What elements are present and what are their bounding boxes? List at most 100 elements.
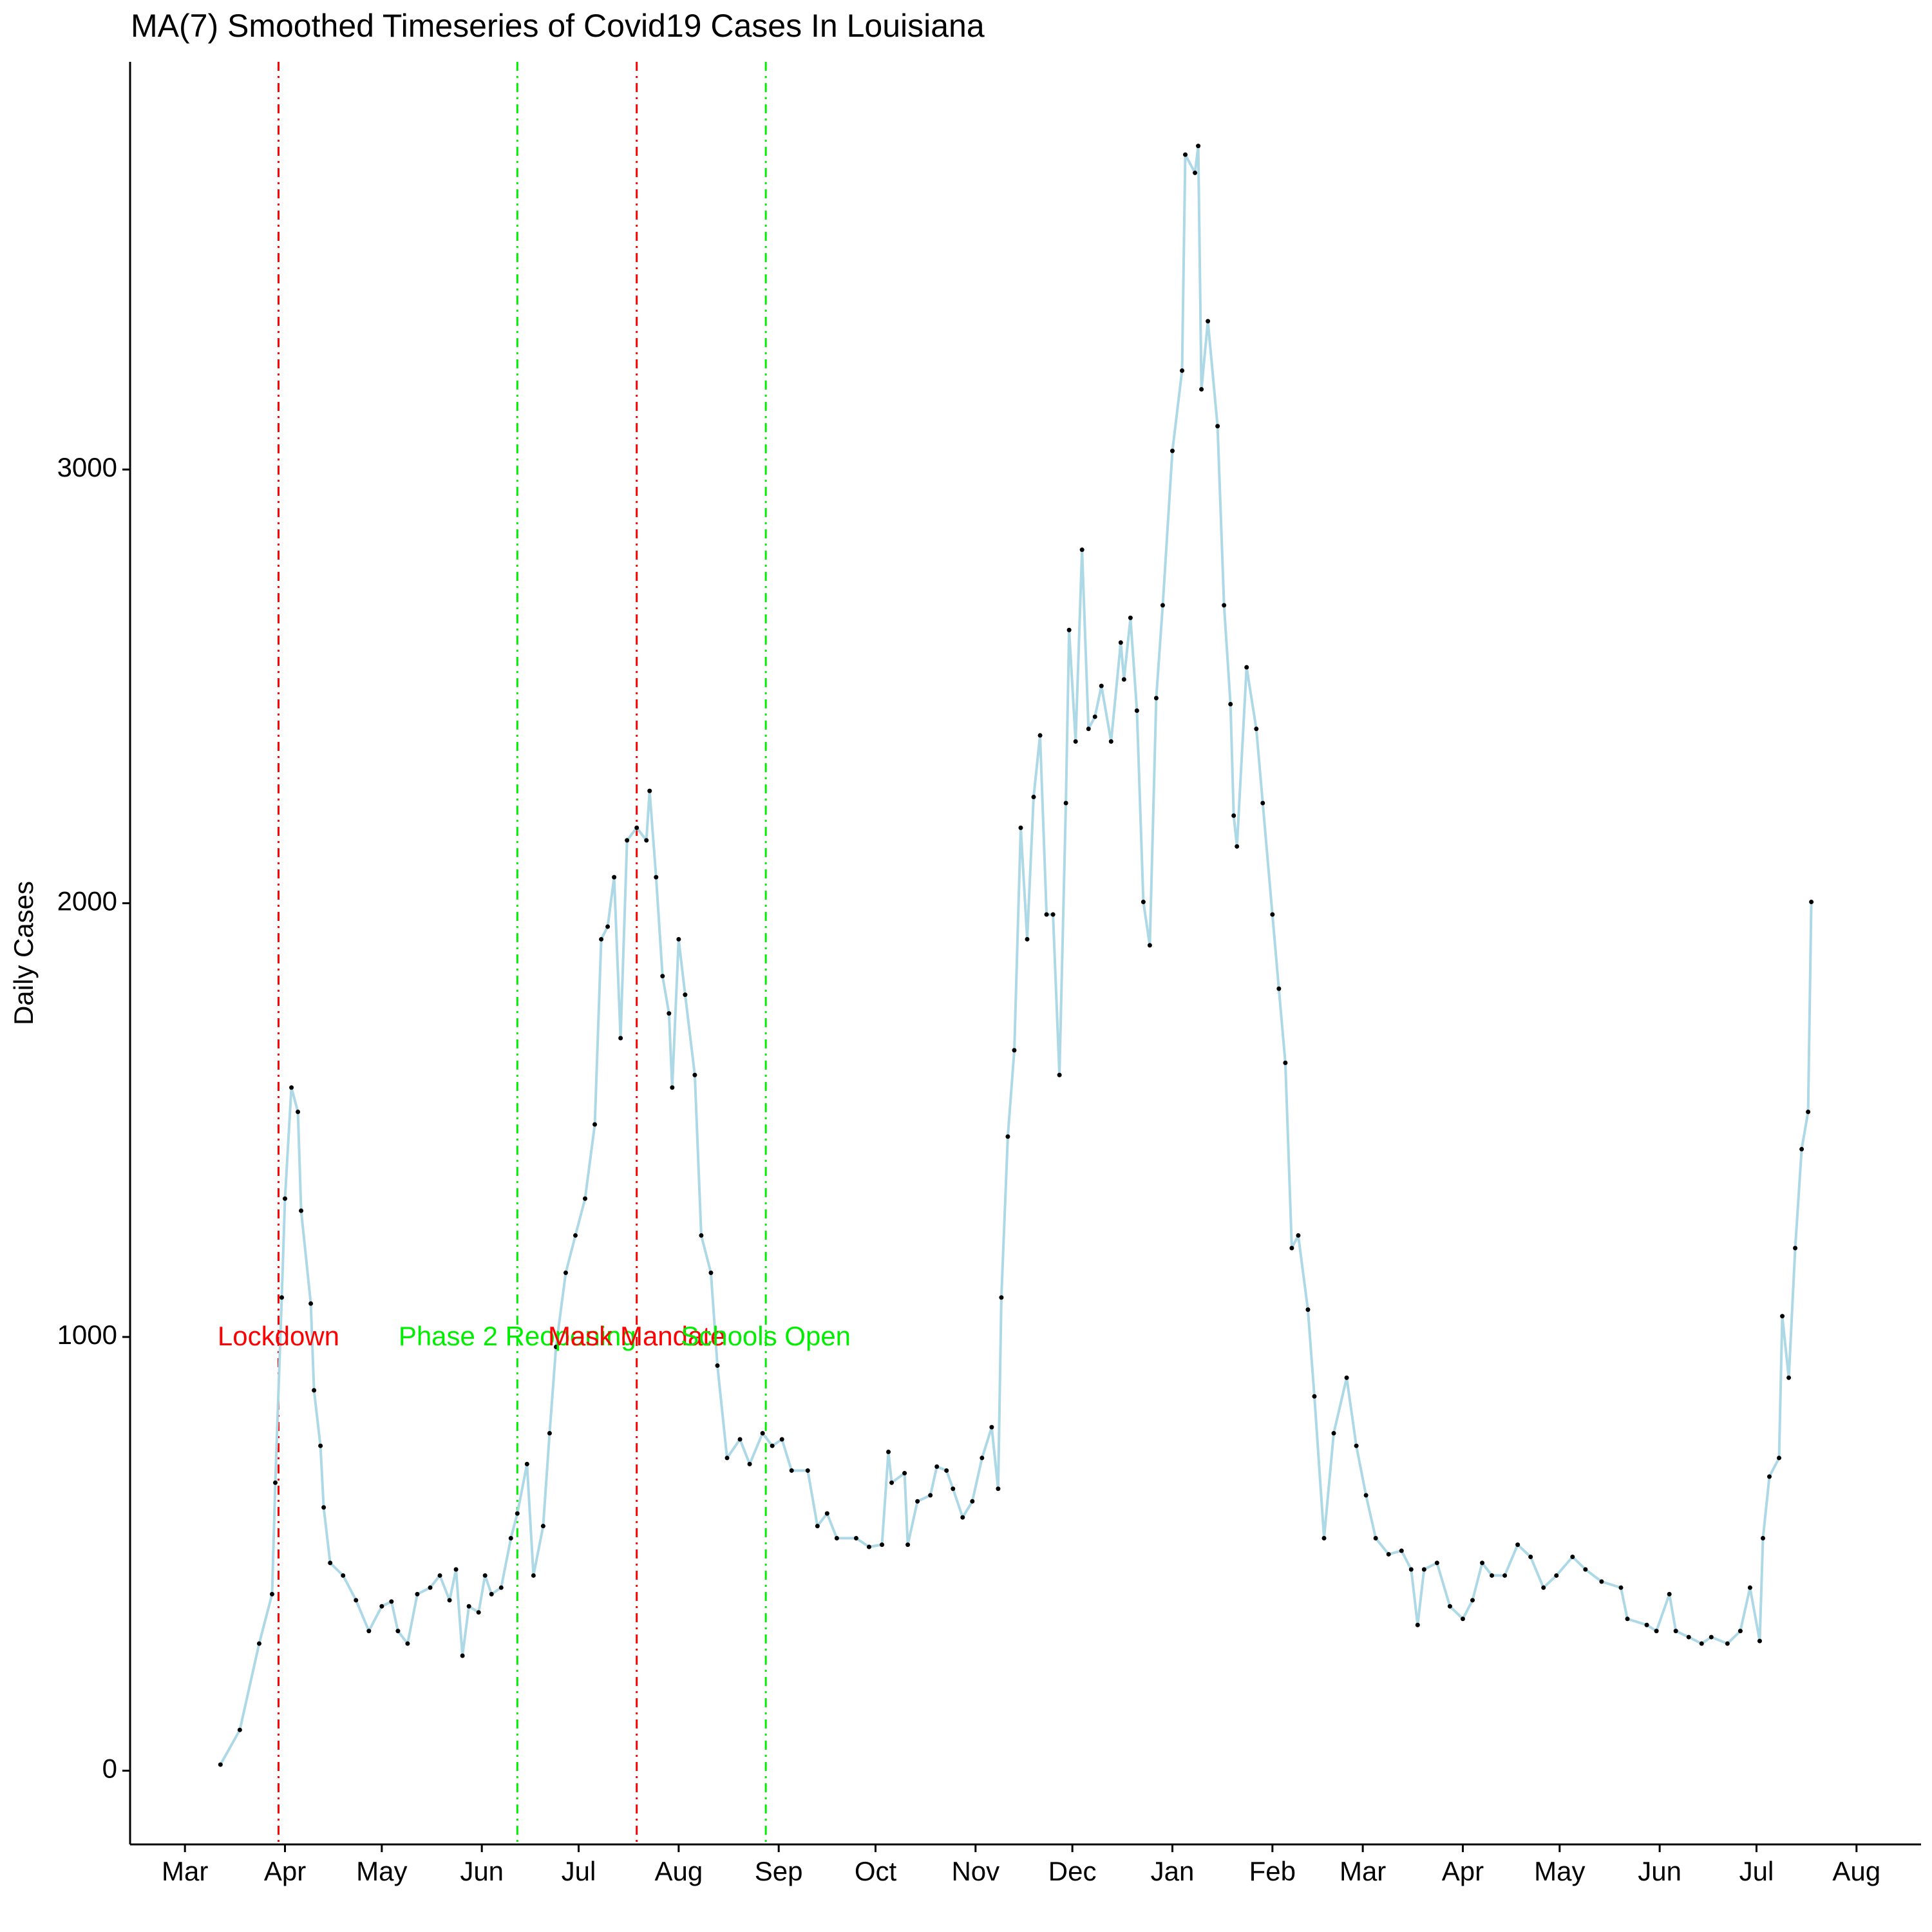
point	[1260, 800, 1265, 806]
point	[1153, 696, 1159, 701]
point	[218, 1762, 223, 1767]
point	[1222, 603, 1227, 608]
x-tick-label: Aug	[1832, 1856, 1880, 1886]
point	[1108, 739, 1113, 744]
point	[1183, 152, 1188, 157]
point	[1673, 1629, 1678, 1634]
point	[453, 1567, 459, 1572]
point	[834, 1536, 839, 1541]
point	[996, 1486, 1001, 1492]
point	[1793, 1245, 1798, 1251]
point	[1283, 1060, 1288, 1065]
point	[1121, 677, 1126, 682]
point	[605, 924, 611, 929]
point	[970, 1499, 975, 1504]
event-label: Phase 2 Reopening	[399, 1321, 636, 1351]
point	[1057, 1072, 1062, 1077]
point	[573, 1233, 578, 1238]
x-tick-label: Apr	[264, 1856, 306, 1886]
point	[1180, 368, 1185, 374]
x-tick-label: May	[1534, 1856, 1585, 1886]
point	[805, 1468, 810, 1473]
point	[1063, 800, 1068, 806]
point	[1570, 1554, 1575, 1559]
x-tick-label: Aug	[654, 1856, 703, 1886]
point	[1128, 615, 1133, 620]
point	[1305, 1307, 1311, 1312]
point	[299, 1208, 304, 1213]
point	[1699, 1641, 1704, 1646]
y-tick-label: 0	[102, 1754, 117, 1784]
point	[437, 1573, 442, 1578]
point	[1399, 1548, 1404, 1553]
x-tick-label: Dec	[1048, 1856, 1097, 1886]
point	[960, 1515, 965, 1520]
point	[1725, 1641, 1730, 1646]
point	[1408, 1567, 1414, 1572]
point	[583, 1196, 588, 1201]
point	[1709, 1634, 1714, 1640]
point	[789, 1468, 794, 1473]
x-tick-label: Jun	[1638, 1856, 1681, 1886]
x-tick-label: Apr	[1442, 1856, 1484, 1886]
point	[1460, 1616, 1465, 1622]
point	[272, 1480, 278, 1485]
point	[1747, 1585, 1752, 1590]
point	[296, 1109, 301, 1114]
x-tick-label: Sep	[755, 1856, 803, 1886]
point	[989, 1425, 994, 1430]
point	[1244, 665, 1249, 670]
point	[1415, 1622, 1420, 1627]
point	[760, 1431, 765, 1436]
point	[660, 974, 665, 979]
point	[1354, 1443, 1359, 1448]
point	[553, 1345, 558, 1350]
point	[1667, 1591, 1672, 1596]
point	[999, 1295, 1004, 1300]
point	[1480, 1560, 1485, 1566]
point	[415, 1591, 420, 1596]
point	[466, 1604, 471, 1609]
point	[1421, 1567, 1426, 1572]
point	[1276, 986, 1282, 991]
point	[779, 1437, 784, 1442]
point	[489, 1591, 494, 1596]
point	[737, 1437, 743, 1442]
point	[724, 1455, 730, 1461]
point	[1199, 386, 1204, 392]
point	[928, 1493, 933, 1498]
point	[1206, 319, 1211, 324]
point	[1196, 144, 1201, 149]
point	[1092, 714, 1097, 719]
point	[670, 1085, 675, 1090]
point	[1141, 900, 1146, 905]
point	[1235, 844, 1240, 849]
point	[1312, 1394, 1317, 1399]
point	[1018, 825, 1023, 830]
point	[1296, 1233, 1301, 1238]
event-label: Lockdown	[218, 1321, 339, 1351]
point	[1686, 1634, 1691, 1640]
point	[1528, 1554, 1533, 1559]
point	[540, 1524, 545, 1529]
x-tick-label: Mar	[162, 1856, 208, 1886]
x-tick-label: Jul	[562, 1856, 596, 1886]
point	[354, 1598, 359, 1603]
point	[1066, 627, 1072, 632]
point	[1012, 1048, 1017, 1053]
point	[1147, 943, 1152, 948]
point	[1599, 1579, 1604, 1584]
point	[853, 1536, 858, 1541]
point	[318, 1443, 323, 1448]
point	[692, 1072, 697, 1077]
point	[1025, 936, 1030, 942]
point	[1780, 1314, 1785, 1319]
point	[283, 1196, 288, 1201]
point	[1434, 1560, 1439, 1566]
event-label: Schools Open	[681, 1321, 851, 1351]
point	[1228, 701, 1233, 706]
point	[237, 1727, 242, 1732]
point	[612, 875, 617, 880]
